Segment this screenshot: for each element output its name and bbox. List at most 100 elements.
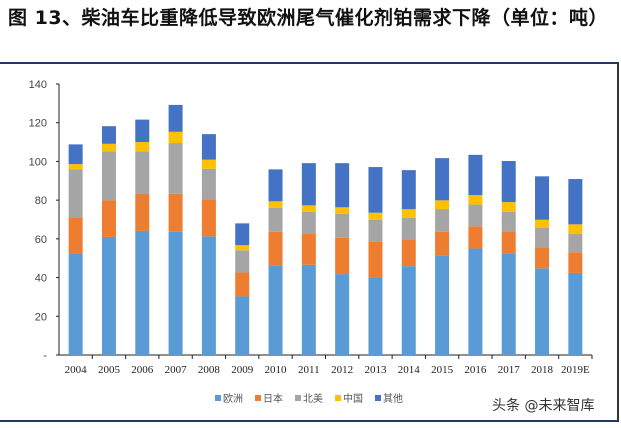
bar-segment-2012-日本 — [335, 237, 350, 275]
bar-segment-2013-欧洲 — [368, 277, 383, 355]
x-tick-label: 2009 — [231, 364, 254, 376]
legend-swatch — [255, 394, 261, 401]
bar-segment-2009-北美 — [235, 250, 250, 273]
bar-segment-2011-北美 — [301, 211, 316, 235]
x-tick-label: 2017 — [498, 364, 521, 376]
x-tick-label: 2011 — [298, 364, 320, 376]
legend-item: 其他 — [375, 390, 403, 405]
bar-segment-2005-北美 — [101, 151, 116, 201]
bar-segment-2009-其他 — [235, 223, 250, 246]
bar-segment-2018-欧洲 — [535, 268, 550, 355]
bar-segment-2016-中国 — [468, 195, 483, 205]
bar-segment-2008-中国 — [201, 159, 216, 169]
bar-segment-2014-北美 — [401, 217, 416, 240]
bar-segment-2011-中国 — [301, 205, 316, 212]
legend-label: 日本 — [263, 394, 283, 405]
legend-label: 其他 — [383, 394, 403, 405]
x-tick-label: 2010 — [265, 364, 288, 376]
bar-segment-2008-北美 — [201, 168, 216, 200]
bar-segment-2004-北美 — [68, 169, 83, 218]
legend-label: 中国 — [343, 394, 363, 405]
figure-title: 图 13、柴油车比重降低导致欧洲尾气催化剂铂需求下降（单位：吨） — [8, 7, 609, 29]
y-tick-label: 20 — [35, 311, 47, 323]
bar-segment-2013-北美 — [368, 219, 383, 242]
bar-segment-2017-其他 — [501, 161, 516, 203]
bar-segment-2019E-欧洲 — [568, 272, 583, 355]
x-tick-label: 2007 — [165, 364, 188, 376]
bar-segment-2004-中国 — [68, 164, 83, 170]
bar-segment-2004-欧洲 — [68, 253, 83, 355]
bar-segment-2019E-中国 — [568, 224, 583, 234]
bar-segment-2005-欧洲 — [101, 236, 116, 355]
legend-label: 欧洲 — [223, 394, 243, 405]
bar-segment-2006-其他 — [135, 119, 150, 143]
bar-segment-2006-欧洲 — [135, 230, 150, 355]
bar-segment-2019E-日本 — [568, 252, 583, 273]
bar-segment-2012-北美 — [335, 213, 350, 238]
legend-swatch — [215, 394, 221, 401]
x-tick-label: 2014 — [398, 364, 421, 376]
legend-item: 北美 — [295, 390, 323, 405]
bar-segment-2008-日本 — [201, 199, 216, 237]
bar-segment-2007-中国 — [168, 131, 183, 144]
bar-segment-2016-日本 — [468, 226, 483, 249]
x-tick-label: 2013 — [364, 364, 387, 376]
bar-segment-2015-中国 — [435, 200, 450, 210]
bar-segment-2016-欧洲 — [468, 248, 483, 355]
bar-segment-2018-中国 — [535, 219, 550, 229]
bar-segment-2007-北美 — [168, 143, 183, 194]
watermark: 头条 @未来智库 — [492, 398, 595, 414]
bar-segment-2004-日本 — [68, 217, 83, 254]
bar-segment-2018-日本 — [535, 247, 550, 269]
x-tick-label: 2018 — [531, 364, 554, 376]
bar-segment-2017-北美 — [501, 211, 516, 232]
y-tick-label: 100 — [29, 156, 47, 168]
bar-segment-2011-日本 — [301, 234, 316, 265]
bar-segment-2005-其他 — [101, 126, 116, 144]
x-tick-label: 2005 — [98, 364, 121, 376]
bar-segment-2013-其他 — [368, 167, 383, 213]
legend-swatch — [295, 394, 301, 401]
bar-segment-2017-日本 — [501, 231, 516, 254]
y-tick-label: 120 — [29, 118, 47, 130]
y-tick-label: - — [43, 350, 47, 362]
bar-segment-2008-欧洲 — [201, 236, 216, 355]
bar-segment-2015-北美 — [435, 209, 450, 232]
bar-segment-2012-中国 — [335, 207, 350, 214]
bar-segment-2008-其他 — [201, 134, 216, 160]
bar-segment-2004-其他 — [68, 144, 83, 165]
bar-segment-2016-北美 — [468, 204, 483, 227]
bar-segment-2013-中国 — [368, 212, 383, 220]
bar-segment-2005-日本 — [101, 200, 116, 237]
bar-segment-2007-其他 — [168, 104, 183, 132]
bar-segment-2013-日本 — [368, 241, 383, 278]
bar-segment-2014-欧洲 — [401, 266, 416, 355]
y-tick-label: 40 — [35, 273, 47, 285]
bar-segment-2017-中国 — [501, 202, 516, 212]
bar-segment-2015-其他 — [435, 158, 450, 201]
bar-segment-2007-日本 — [168, 193, 183, 232]
x-tick-label: 2019E — [561, 364, 590, 376]
bar-segment-2007-欧洲 — [168, 231, 183, 355]
bar-segment-2016-其他 — [468, 154, 483, 196]
legend-item: 日本 — [255, 390, 283, 405]
bar-segment-2010-北美 — [268, 207, 283, 232]
bar-segment-2010-中国 — [268, 201, 283, 208]
bar-segment-2010-欧洲 — [268, 265, 283, 355]
x-tick-label: 2015 — [431, 364, 454, 376]
bar-segment-2009-日本 — [235, 272, 250, 297]
bar-segment-2010-日本 — [268, 231, 283, 266]
top-rule — [0, 62, 618, 64]
bar-segment-2009-中国 — [235, 245, 250, 251]
bottom-rule — [0, 420, 618, 422]
legend-swatch — [335, 394, 341, 401]
bar-segment-2018-北美 — [535, 228, 550, 248]
x-tick-label: 2016 — [464, 364, 487, 376]
legend-item: 欧洲 — [215, 390, 243, 405]
bar-segment-2018-其他 — [535, 176, 550, 220]
bar-segment-2009-欧洲 — [235, 296, 250, 355]
bar-segment-2014-中国 — [401, 209, 416, 218]
y-tick-label: 60 — [35, 234, 47, 246]
y-tick-label: 140 — [29, 79, 47, 91]
